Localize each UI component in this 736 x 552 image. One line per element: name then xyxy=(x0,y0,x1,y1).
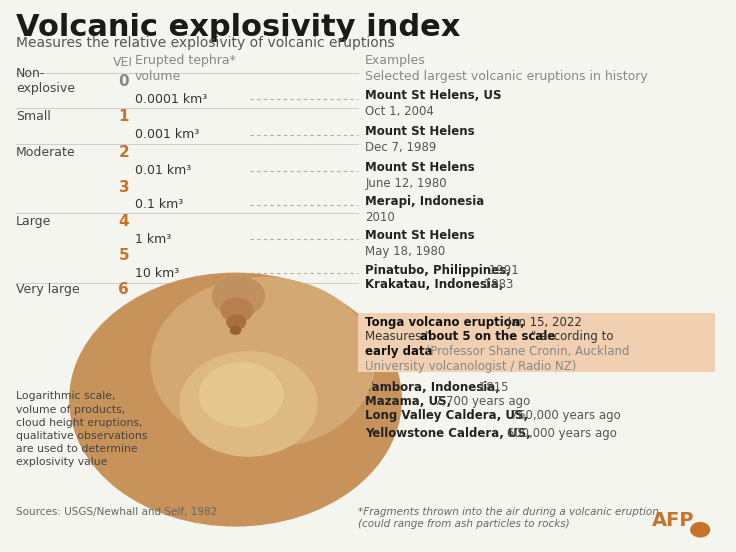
Text: Tambora, Indonesia,: Tambora, Indonesia, xyxy=(365,381,500,395)
Text: June 12, 1980: June 12, 1980 xyxy=(365,177,447,189)
Text: 1,000 km³: 1,000 km³ xyxy=(135,336,199,348)
Text: 0.1 km³: 0.1 km³ xyxy=(135,198,183,211)
Text: 7: 7 xyxy=(118,316,130,331)
Text: Examples
Selected largest volcanic eruptions in history: Examples Selected largest volcanic erupt… xyxy=(365,54,648,83)
Text: 1883: 1883 xyxy=(481,278,514,291)
Text: 1 km³: 1 km³ xyxy=(135,233,171,246)
Text: 0.01 km³: 0.01 km³ xyxy=(135,164,191,177)
Text: Mount St Helens: Mount St Helens xyxy=(365,161,475,174)
Text: about 5 on the scale: about 5 on the scale xyxy=(420,331,556,343)
Circle shape xyxy=(180,352,317,456)
Text: Yellowstone Caldera, US,: Yellowstone Caldera, US, xyxy=(365,427,531,440)
Text: Long Valley Caldera, US,: Long Valley Caldera, US, xyxy=(365,409,528,422)
Text: 1991: 1991 xyxy=(486,264,519,277)
Text: Measures ": Measures " xyxy=(365,331,431,343)
Text: Mount St Helens: Mount St Helens xyxy=(365,125,475,138)
Text: 10 km³: 10 km³ xyxy=(135,267,179,280)
Text: Dec 7, 1989: Dec 7, 1989 xyxy=(365,141,436,154)
Text: 3: 3 xyxy=(118,179,130,194)
Text: May 18, 1980: May 18, 1980 xyxy=(365,245,445,258)
Text: Small: Small xyxy=(15,110,51,123)
Text: 1815: 1815 xyxy=(475,381,509,395)
Text: 0: 0 xyxy=(118,73,130,88)
Text: AFP: AFP xyxy=(652,511,694,530)
Text: Pinatubo, Philippines,: Pinatubo, Philippines, xyxy=(365,264,511,277)
Text: 0.0001 km³: 0.0001 km³ xyxy=(135,93,207,105)
Text: Mount St Helens, US: Mount St Helens, US xyxy=(365,89,502,102)
Text: 6: 6 xyxy=(118,282,130,297)
Circle shape xyxy=(151,278,375,448)
Text: Krakatau, Indonesia,: Krakatau, Indonesia, xyxy=(365,278,503,291)
Text: Erupted tephra*
volume: Erupted tephra* volume xyxy=(135,54,236,83)
Circle shape xyxy=(70,273,401,526)
Bar xyxy=(358,313,715,372)
Circle shape xyxy=(227,315,246,330)
Text: early data: early data xyxy=(365,345,433,358)
Text: 8: 8 xyxy=(118,351,130,366)
Circle shape xyxy=(213,277,264,316)
Text: *Fragments thrown into the air during a volcanic eruption
(could range from ash : *Fragments thrown into the air during a … xyxy=(358,507,659,529)
Text: Volcanic explosivity index: Volcanic explosivity index xyxy=(15,13,460,43)
Text: Mount St Helens: Mount St Helens xyxy=(365,229,475,242)
Text: 100 km³: 100 km³ xyxy=(135,301,187,314)
Text: Measures the relative explosivity of volcanic eruptions: Measures the relative explosivity of vol… xyxy=(15,36,394,50)
Text: Large: Large xyxy=(15,215,52,227)
Text: 7,700 years ago: 7,700 years ago xyxy=(431,395,530,408)
Text: 0.001 km³: 0.001 km³ xyxy=(135,129,199,141)
Text: 1: 1 xyxy=(118,109,129,124)
Text: (Professor Shane Cronin, Auckland: (Professor Shane Cronin, Auckland xyxy=(422,345,629,358)
Circle shape xyxy=(230,327,241,334)
Circle shape xyxy=(199,363,283,427)
Text: 2010: 2010 xyxy=(365,211,395,224)
Text: 2: 2 xyxy=(118,145,130,160)
Circle shape xyxy=(221,298,252,322)
Text: 5: 5 xyxy=(118,248,130,263)
Text: Very large: Very large xyxy=(15,283,79,296)
Text: Oct 1, 2004: Oct 1, 2004 xyxy=(365,105,434,118)
Text: Non-
explosive: Non- explosive xyxy=(15,67,75,95)
Text: University volcanologist / Radio NZ): University volcanologist / Radio NZ) xyxy=(365,360,576,373)
Text: Sources: USGS/Newhall and Self, 1982: Sources: USGS/Newhall and Self, 1982 xyxy=(15,507,217,517)
Text: Moderate: Moderate xyxy=(15,146,75,159)
Circle shape xyxy=(691,523,710,537)
Text: " according to: " according to xyxy=(531,331,613,343)
Text: Merapi, Indonesia: Merapi, Indonesia xyxy=(365,195,484,208)
Text: 4: 4 xyxy=(118,214,130,229)
Text: VEI: VEI xyxy=(113,56,133,70)
Text: Jan 15, 2022: Jan 15, 2022 xyxy=(503,316,581,328)
Text: Logarithmic scale,
volume of products,
cloud height eruptions,
qualitative obser: Logarithmic scale, volume of products, c… xyxy=(15,391,147,468)
Text: Tonga volcano eruption,: Tonga volcano eruption, xyxy=(365,316,525,328)
Text: 760,000 years ago: 760,000 years ago xyxy=(503,409,620,422)
Text: 600,000 years ago: 600,000 years ago xyxy=(503,427,617,440)
Text: Mazama, US,: Mazama, US, xyxy=(365,395,451,408)
